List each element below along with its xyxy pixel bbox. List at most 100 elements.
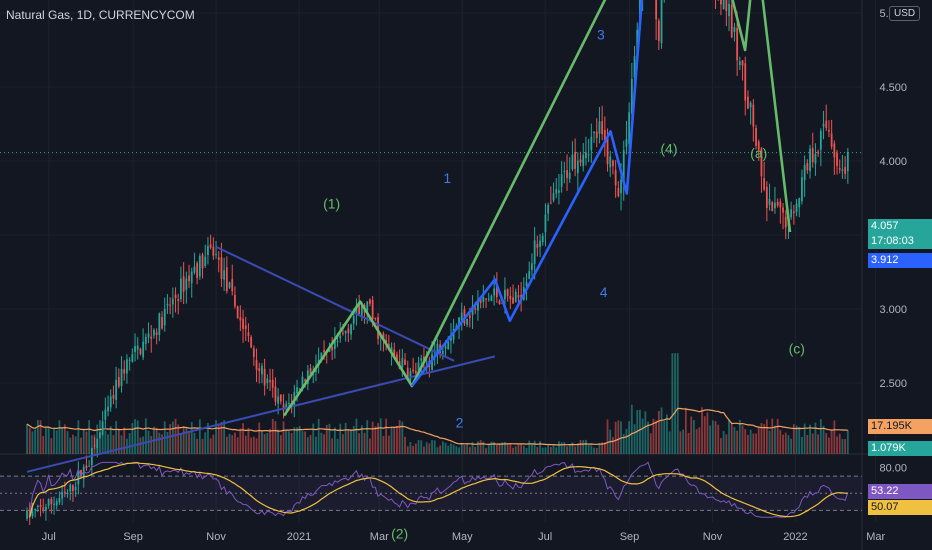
- time-tick-label: Sep: [620, 531, 640, 543]
- volume-bar: [647, 421, 649, 454]
- volume-bars: [26, 353, 849, 454]
- candle-body: [61, 491, 64, 499]
- volume-bar: [558, 441, 560, 454]
- volume-bar: [128, 433, 131, 454]
- volume-bar: [741, 425, 744, 454]
- volume-bar: [120, 435, 123, 454]
- candle-body: [128, 359, 131, 361]
- volume-bar: [107, 434, 109, 454]
- volume-bar: [749, 429, 752, 454]
- volume-bar: [201, 438, 204, 454]
- volume-bar: [282, 421, 285, 454]
- candle-body: [147, 333, 150, 338]
- volume-bar: [101, 420, 104, 454]
- volume-bar: [166, 431, 169, 454]
- volume-bar: [617, 420, 620, 454]
- volume-bar: [474, 446, 477, 454]
- time-tick-label: Mar: [370, 531, 389, 543]
- rsi-ma-line: [29, 462, 848, 518]
- volume-bar: [123, 427, 126, 454]
- volume-bar: [77, 420, 80, 454]
- volume-bar: [525, 447, 528, 454]
- candle-body: [722, 0, 725, 10]
- volume-bar: [231, 435, 234, 454]
- volume-bar: [485, 448, 487, 454]
- last-price-tag: 4.057 17:08:03: [868, 219, 932, 249]
- volume-bar: [490, 441, 493, 454]
- candle-body: [101, 422, 104, 435]
- wave-label: 4: [600, 284, 608, 300]
- candle-body: [120, 368, 123, 387]
- candle-body: [112, 395, 115, 399]
- candle-body: [161, 317, 163, 329]
- candles: [26, 0, 849, 526]
- volume-bar: [150, 436, 153, 454]
- candle-body: [331, 346, 334, 351]
- candle-body: [115, 379, 118, 400]
- volume-bar: [142, 436, 145, 454]
- candle-body: [231, 279, 234, 292]
- volume-bar: [441, 441, 444, 454]
- volume-bar: [752, 433, 755, 454]
- volume-bar: [501, 442, 504, 454]
- volume-bar: [679, 431, 682, 454]
- volume-bar: [744, 429, 747, 454]
- candle-body: [169, 304, 172, 306]
- candle-body: [482, 297, 485, 302]
- candle-body: [126, 359, 128, 374]
- volume-bar: [26, 423, 28, 454]
- volume-bar: [452, 444, 455, 454]
- volume-bar: [72, 434, 74, 454]
- volume-bar: [477, 441, 479, 454]
- candle-body: [466, 318, 469, 325]
- candle-body: [460, 312, 463, 321]
- volume-bar: [625, 428, 628, 454]
- volume-bar: [344, 422, 347, 454]
- volume-bar: [487, 443, 490, 454]
- volume-bar: [763, 424, 766, 454]
- volume-bar: [784, 432, 787, 454]
- chart-title: Natural Gas, 1D, CURRENCYCOM: [6, 8, 195, 22]
- volume-bar: [369, 438, 371, 454]
- candle-body: [458, 317, 460, 326]
- volume-bar: [698, 427, 701, 454]
- volume-bar: [293, 427, 296, 454]
- volume-bar: [806, 435, 809, 454]
- candle-body: [288, 403, 290, 405]
- candle-body: [790, 209, 793, 218]
- wave-line: [283, 0, 792, 417]
- candle-body: [166, 303, 169, 306]
- volume-bar: [417, 439, 420, 454]
- candle-body: [744, 63, 747, 101]
- currency-button[interactable]: USD: [889, 6, 921, 21]
- candle-body: [425, 361, 428, 363]
- candle-body: [320, 352, 323, 362]
- candle-body: [558, 190, 560, 193]
- volume-bar: [792, 424, 795, 454]
- volume-bar: [414, 443, 417, 454]
- volume-bar: [315, 436, 317, 454]
- volume-bar: [355, 418, 358, 454]
- rsi-lines: [29, 461, 849, 518]
- candle-body: [36, 505, 39, 507]
- candle-body: [771, 202, 774, 212]
- candle-body: [31, 511, 34, 517]
- candle-body: [811, 148, 814, 163]
- volume-bar: [131, 423, 134, 454]
- candle-body: [39, 504, 42, 507]
- candle-body: [266, 378, 269, 384]
- volume-bar: [455, 446, 458, 454]
- candle-body: [582, 154, 585, 167]
- volume-bar: [498, 443, 501, 454]
- secondary-price-tag: 3.912: [868, 253, 932, 268]
- candle-body: [77, 471, 80, 485]
- volume-bar: [223, 420, 226, 454]
- volume-bar: [288, 431, 290, 454]
- volume-bar: [217, 425, 220, 454]
- candle-body: [274, 386, 277, 402]
- candle-body: [595, 131, 598, 139]
- candle-body: [207, 245, 209, 255]
- candle-body: [190, 271, 193, 284]
- volume-bar: [431, 440, 433, 454]
